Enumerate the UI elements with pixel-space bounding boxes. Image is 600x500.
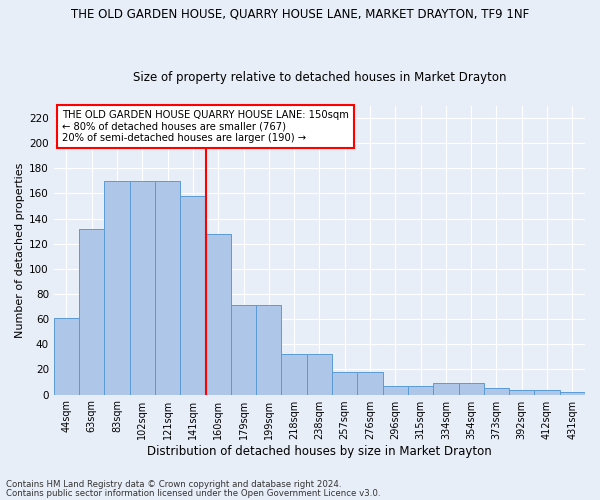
Bar xyxy=(54,318,79,394)
Bar xyxy=(180,196,206,394)
Bar xyxy=(104,181,130,394)
Bar xyxy=(206,234,231,394)
Text: THE OLD GARDEN HOUSE, QUARRY HOUSE LANE, MARKET DRAYTON, TF9 1NF: THE OLD GARDEN HOUSE, QUARRY HOUSE LANE,… xyxy=(71,8,529,20)
Bar xyxy=(332,372,358,394)
Bar xyxy=(383,386,408,394)
Bar xyxy=(560,392,585,394)
Y-axis label: Number of detached properties: Number of detached properties xyxy=(15,162,25,338)
Bar xyxy=(256,306,281,394)
X-axis label: Distribution of detached houses by size in Market Drayton: Distribution of detached houses by size … xyxy=(147,444,492,458)
Bar xyxy=(231,306,256,394)
Bar xyxy=(509,390,535,394)
Text: Contains HM Land Registry data © Crown copyright and database right 2024.: Contains HM Land Registry data © Crown c… xyxy=(6,480,341,489)
Bar xyxy=(433,384,458,394)
Bar xyxy=(281,354,307,395)
Bar xyxy=(458,384,484,394)
Bar xyxy=(79,228,104,394)
Text: THE OLD GARDEN HOUSE QUARRY HOUSE LANE: 150sqm
← 80% of detached houses are smal: THE OLD GARDEN HOUSE QUARRY HOUSE LANE: … xyxy=(62,110,349,143)
Bar xyxy=(307,354,332,395)
Bar xyxy=(155,181,180,394)
Bar xyxy=(408,386,433,394)
Bar xyxy=(130,181,155,394)
Bar xyxy=(484,388,509,394)
Text: Contains public sector information licensed under the Open Government Licence v3: Contains public sector information licen… xyxy=(6,488,380,498)
Bar xyxy=(535,390,560,394)
Title: Size of property relative to detached houses in Market Drayton: Size of property relative to detached ho… xyxy=(133,70,506,84)
Bar xyxy=(358,372,383,394)
